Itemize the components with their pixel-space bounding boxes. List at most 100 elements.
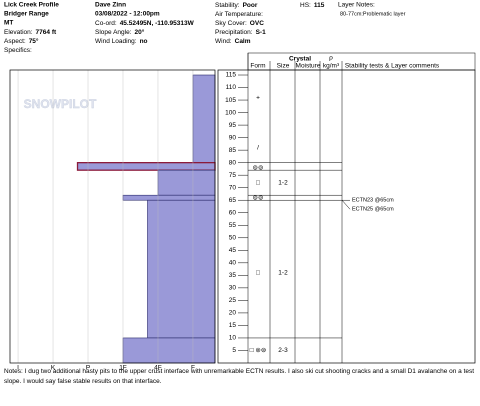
height-tick-label: 60 <box>229 209 237 216</box>
hardness-tick-label: F <box>191 365 195 372</box>
form-header: Form <box>250 63 265 70</box>
height-tick-label: 75 <box>229 172 237 179</box>
moisture-header: Moisture <box>296 63 321 70</box>
precip-label: Precipitation: <box>215 29 253 36</box>
height-tick-label: 70 <box>229 184 237 191</box>
elevation: Elevation: 7764 ft <box>4 29 57 36</box>
layer-notes-title: Layer Notes: <box>338 2 375 9</box>
coord: Co-ord: 45.52495N, -110.95313W <box>95 20 195 27</box>
datetime: 03/08/2022 - 12:00pm <box>95 11 160 18</box>
state: MT <box>4 20 13 27</box>
slope-label: Slope Angle: <box>95 29 132 36</box>
aspect-label: Aspect: <box>4 38 26 45</box>
grain-form: / <box>257 144 259 151</box>
height-tick-label: 5 <box>232 347 236 354</box>
sky: Sky Cover: OVC <box>215 20 264 27</box>
coord-value: 45.52495N, -110.95313W <box>120 20 195 27</box>
notes: Notes: I dug two additional hasty pits t… <box>4 367 476 387</box>
wind-value: Calm <box>235 38 251 45</box>
aspect: Aspect: 75° <box>4 37 39 45</box>
height-tick-label: 80 <box>229 159 237 166</box>
sky-label: Sky Cover: <box>215 20 247 27</box>
observer: Dave Zinn <box>95 2 126 9</box>
hardness-layer <box>76 162 216 171</box>
hardness-tick-label: I <box>17 365 19 372</box>
layer-note: 80-77cm:Problematic layer <box>340 11 406 17</box>
stability-label: Stability: <box>215 2 240 9</box>
rho-header: ρ <box>329 55 333 62</box>
height-tick-label: 40 <box>229 260 237 267</box>
height-tick-label: 10 <box>229 335 237 342</box>
height-tick-label: 100 <box>225 109 236 116</box>
height-tick-label: 115 <box>226 72 237 79</box>
rho-unit: kg/m³ <box>323 63 340 70</box>
hardness-layer <box>122 194 216 201</box>
height-tick-label: 35 <box>229 272 237 279</box>
test-result: ECTN23 @65cm <box>352 198 394 204</box>
wind-loading: Wind Loading: no <box>95 38 148 45</box>
tests-header: Stability tests & Layer comments <box>345 63 440 70</box>
hardness-layer <box>122 337 216 364</box>
aspect-value: 75° <box>29 37 39 45</box>
table-frame <box>217 69 476 364</box>
wind-loading-label: Wind Loading: <box>95 38 137 45</box>
notes-text: I dug two additional hasty pits to the u… <box>4 368 475 385</box>
height-tick-label: 45 <box>229 247 237 254</box>
hs-value: 115 <box>314 2 325 9</box>
grain-form: ⊚⊚ <box>253 164 264 171</box>
size-header: Size <box>277 63 290 70</box>
test-result: ECTN25 @65cm <box>352 207 394 213</box>
test-pointer <box>341 200 351 210</box>
height-tick-label: 95 <box>229 122 237 129</box>
hardness-tick-label: P <box>86 365 90 372</box>
slope-value: 20° <box>135 28 145 36</box>
height-tick-label: 25 <box>229 297 237 304</box>
logo: SNOWPILOT <box>24 97 97 111</box>
height-tick-label: 110 <box>226 84 237 91</box>
specifics: Specifics: <box>4 47 32 54</box>
elevation-value: 7764 ft <box>36 29 57 36</box>
stability-value: Poor <box>243 2 258 9</box>
grain-size: 2-3 <box>278 347 288 354</box>
height-tick-label: 65 <box>229 197 237 204</box>
hardness-layer <box>192 74 216 163</box>
height-tick-label: 15 <box>229 322 237 329</box>
height-tick-label: 50 <box>229 235 237 242</box>
stability: Stability: Poor <box>215 2 258 9</box>
location: Lick Creek Profile <box>4 2 59 9</box>
grain-form: + <box>256 94 260 101</box>
height-tick-label: 105 <box>225 97 236 104</box>
hs-label: HS: <box>300 2 311 9</box>
precip: Precipitation: S-1 <box>215 29 266 36</box>
grain-form: □ ⊚⊚ <box>250 347 267 354</box>
height-tick-label: 20 <box>229 310 237 317</box>
sky-value: OVC <box>250 20 264 27</box>
hardness-layer <box>147 199 216 339</box>
hardness-tick-label: 4F <box>154 365 162 372</box>
height-tick-label: 90 <box>229 134 237 141</box>
hardness-tick-label: K <box>51 365 56 372</box>
hardness-layer <box>157 169 216 196</box>
slope: Slope Angle: 20° <box>95 28 145 36</box>
grain-form: □ <box>256 270 260 277</box>
specifics-label: Specifics: <box>4 47 32 54</box>
wind: Wind: Calm <box>215 38 251 45</box>
notes-label: Notes: <box>4 368 23 375</box>
grain-form: ⊚⊚ <box>253 194 264 201</box>
coord-label: Co-ord: <box>95 20 117 27</box>
grain-size: 1-2 <box>278 179 288 186</box>
precip-value: S-1 <box>256 29 267 36</box>
height-tick-label: 30 <box>229 285 237 292</box>
height-tick-label: 55 <box>229 222 237 229</box>
grain-size: 1-2 <box>278 270 288 277</box>
wind-loading-value: no <box>140 38 148 45</box>
wind-label: Wind: <box>215 38 232 45</box>
air-temp: Air Temperature: <box>215 11 263 18</box>
elevation-label: Elevation: <box>4 29 33 36</box>
hs: HS: 115 <box>300 2 325 9</box>
air-temp-label: Air Temperature: <box>215 11 263 18</box>
hardness-tick-label: 1F <box>119 365 127 372</box>
hardness-frame <box>9 69 216 364</box>
